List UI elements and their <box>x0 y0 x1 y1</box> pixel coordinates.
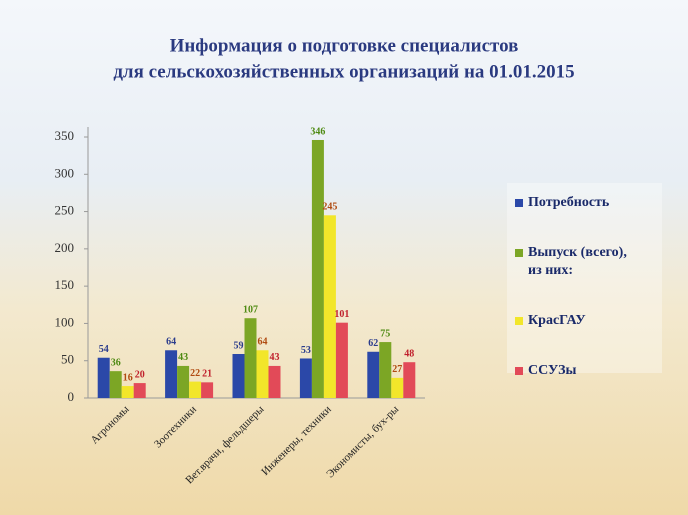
bar <box>299 358 312 398</box>
value-label: 75 <box>380 328 390 339</box>
legend-swatch <box>515 367 523 375</box>
bar <box>323 215 336 398</box>
legend-swatch <box>515 199 523 207</box>
y-tick-label: 350 <box>55 128 75 143</box>
value-label: 21 <box>202 369 212 380</box>
value-label: 53 <box>301 345 311 356</box>
legend-label: Выпуск (всего), <box>528 245 627 260</box>
bar <box>244 318 257 398</box>
value-label: 36 <box>111 357 121 368</box>
bar <box>311 139 324 399</box>
bar <box>201 382 214 398</box>
legend-swatch <box>515 249 523 257</box>
value-label: 22 <box>190 368 200 379</box>
value-label: 245 <box>322 202 337 213</box>
value-label: 27 <box>392 364 402 375</box>
bar <box>379 342 392 398</box>
value-label: 16 <box>123 372 133 383</box>
value-label: 59 <box>234 340 244 351</box>
y-tick-label: 100 <box>55 314 75 329</box>
value-label: 101 <box>334 309 349 320</box>
legend-box <box>507 183 662 373</box>
bar <box>165 350 178 398</box>
bar <box>232 354 245 398</box>
y-tick-label: 200 <box>55 240 75 255</box>
legend-label: Потребность <box>528 195 610 210</box>
y-tick-label: 250 <box>55 203 75 218</box>
bar <box>391 377 404 398</box>
value-label: 107 <box>243 305 258 316</box>
bar <box>403 362 416 398</box>
bar <box>121 386 134 398</box>
y-tick-label: 150 <box>55 277 75 292</box>
value-label: 62 <box>368 338 378 349</box>
value-label: 54 <box>99 344 109 355</box>
legend-label: из них: <box>528 263 573 278</box>
legend-label: ССУЗы <box>528 363 577 378</box>
bar <box>335 322 348 398</box>
value-label: 48 <box>404 349 414 360</box>
y-tick-label: 0 <box>68 389 75 404</box>
bar <box>268 365 281 398</box>
bar <box>109 371 122 398</box>
value-label: 20 <box>135 369 145 380</box>
value-label: 346 <box>310 126 325 137</box>
value-label: 64 <box>258 337 268 348</box>
bar <box>367 351 380 398</box>
bar <box>189 381 202 398</box>
bar <box>133 383 146 398</box>
value-label: 43 <box>178 352 188 363</box>
legend-swatch <box>515 317 523 325</box>
chart-title: Информация о подготовке специалистов <box>170 35 519 56</box>
bar <box>177 365 190 398</box>
value-label: 64 <box>166 337 176 348</box>
bar <box>97 357 110 398</box>
legend-label: КрасГАУ <box>528 313 586 328</box>
y-tick-label: 300 <box>55 165 75 180</box>
bar <box>256 350 269 398</box>
value-label: 43 <box>270 352 280 363</box>
chart-title: для сельскохозяйственных организаций на … <box>113 61 574 82</box>
y-tick-label: 50 <box>61 352 74 367</box>
